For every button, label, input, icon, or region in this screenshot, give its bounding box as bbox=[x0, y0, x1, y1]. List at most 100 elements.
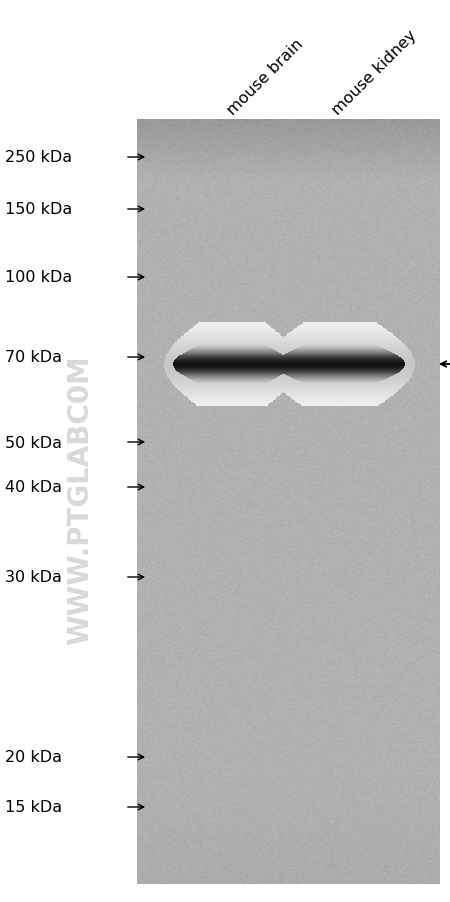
Bar bbox=[299, 326, 381, 327]
Bar bbox=[194, 403, 270, 405]
Bar bbox=[266, 361, 414, 362]
Bar bbox=[170, 349, 294, 351]
Bar bbox=[295, 400, 385, 402]
Bar bbox=[170, 380, 294, 382]
Bar bbox=[289, 397, 391, 398]
Bar bbox=[265, 364, 415, 366]
Bar bbox=[165, 370, 299, 372]
Bar bbox=[267, 373, 413, 374]
Bar bbox=[301, 405, 379, 406]
Bar bbox=[266, 357, 414, 359]
Text: 70 kDa: 70 kDa bbox=[5, 350, 62, 365]
Bar bbox=[173, 384, 291, 385]
Bar bbox=[180, 338, 284, 339]
Bar bbox=[164, 362, 300, 364]
Bar bbox=[191, 328, 273, 330]
Bar bbox=[275, 345, 405, 346]
Bar bbox=[271, 380, 409, 382]
Bar bbox=[288, 334, 392, 336]
Bar bbox=[189, 330, 274, 331]
Bar bbox=[293, 330, 387, 331]
Bar bbox=[165, 357, 299, 359]
Bar bbox=[268, 374, 412, 376]
Bar bbox=[282, 338, 398, 339]
Bar bbox=[171, 348, 293, 349]
Bar bbox=[291, 331, 389, 333]
Bar bbox=[268, 354, 412, 356]
Bar bbox=[165, 372, 299, 373]
Text: WWW.PTGLABC0M: WWW.PTGLABC0M bbox=[66, 354, 94, 644]
Bar bbox=[275, 384, 405, 385]
Bar bbox=[289, 333, 391, 334]
Bar bbox=[274, 382, 406, 384]
Bar bbox=[166, 374, 297, 376]
Bar bbox=[188, 398, 276, 400]
Bar bbox=[286, 394, 394, 395]
Bar bbox=[169, 351, 295, 352]
Bar bbox=[288, 395, 392, 397]
Bar bbox=[278, 343, 402, 344]
Bar bbox=[196, 324, 268, 326]
Bar bbox=[177, 341, 287, 343]
Bar bbox=[269, 377, 411, 379]
Bar bbox=[284, 392, 396, 394]
Bar bbox=[167, 376, 297, 377]
Bar bbox=[166, 356, 298, 357]
Bar bbox=[164, 366, 300, 367]
Bar bbox=[186, 397, 278, 398]
Bar bbox=[297, 402, 383, 403]
Text: 30 kDa: 30 kDa bbox=[5, 570, 62, 584]
Bar bbox=[191, 400, 273, 402]
Bar bbox=[169, 379, 295, 380]
Bar bbox=[281, 390, 399, 391]
Bar bbox=[176, 387, 288, 388]
Bar bbox=[291, 398, 389, 400]
Bar bbox=[266, 367, 414, 369]
Bar bbox=[178, 339, 286, 341]
Bar bbox=[276, 344, 404, 345]
Text: 150 kDa: 150 kDa bbox=[5, 202, 72, 217]
Bar bbox=[284, 336, 396, 338]
Bar bbox=[168, 377, 296, 379]
Bar bbox=[184, 395, 280, 397]
Bar bbox=[165, 369, 299, 370]
Bar bbox=[266, 370, 414, 372]
Bar bbox=[188, 331, 276, 333]
Bar bbox=[178, 390, 286, 391]
Bar bbox=[279, 388, 401, 390]
Bar bbox=[180, 391, 284, 392]
Bar bbox=[193, 402, 271, 403]
Bar bbox=[172, 382, 292, 384]
Bar bbox=[266, 366, 415, 367]
Bar bbox=[267, 356, 413, 357]
Bar bbox=[166, 354, 297, 356]
Bar bbox=[196, 405, 268, 406]
Bar bbox=[181, 336, 283, 338]
Text: 20 kDa: 20 kDa bbox=[5, 750, 62, 765]
Bar bbox=[181, 392, 283, 394]
Text: mouse kidney: mouse kidney bbox=[329, 28, 420, 118]
Bar bbox=[164, 364, 300, 366]
Bar bbox=[165, 361, 299, 362]
Bar bbox=[279, 341, 401, 343]
Text: 250 kDa: 250 kDa bbox=[5, 151, 72, 165]
Text: mouse brain: mouse brain bbox=[225, 36, 306, 118]
Bar bbox=[266, 369, 414, 370]
Bar bbox=[194, 326, 270, 327]
Bar bbox=[184, 334, 280, 336]
Bar bbox=[302, 323, 378, 324]
Bar bbox=[271, 349, 409, 351]
Bar bbox=[272, 348, 408, 349]
Bar bbox=[164, 367, 300, 369]
Bar bbox=[165, 359, 299, 361]
Text: 15 kDa: 15 kDa bbox=[5, 799, 62, 815]
Bar bbox=[274, 346, 406, 348]
Bar bbox=[266, 362, 414, 364]
Bar bbox=[174, 385, 290, 387]
Bar bbox=[276, 385, 404, 387]
Bar bbox=[174, 344, 290, 345]
Bar bbox=[198, 323, 266, 324]
Bar bbox=[172, 346, 292, 348]
Bar bbox=[266, 372, 414, 373]
Bar bbox=[270, 351, 410, 352]
